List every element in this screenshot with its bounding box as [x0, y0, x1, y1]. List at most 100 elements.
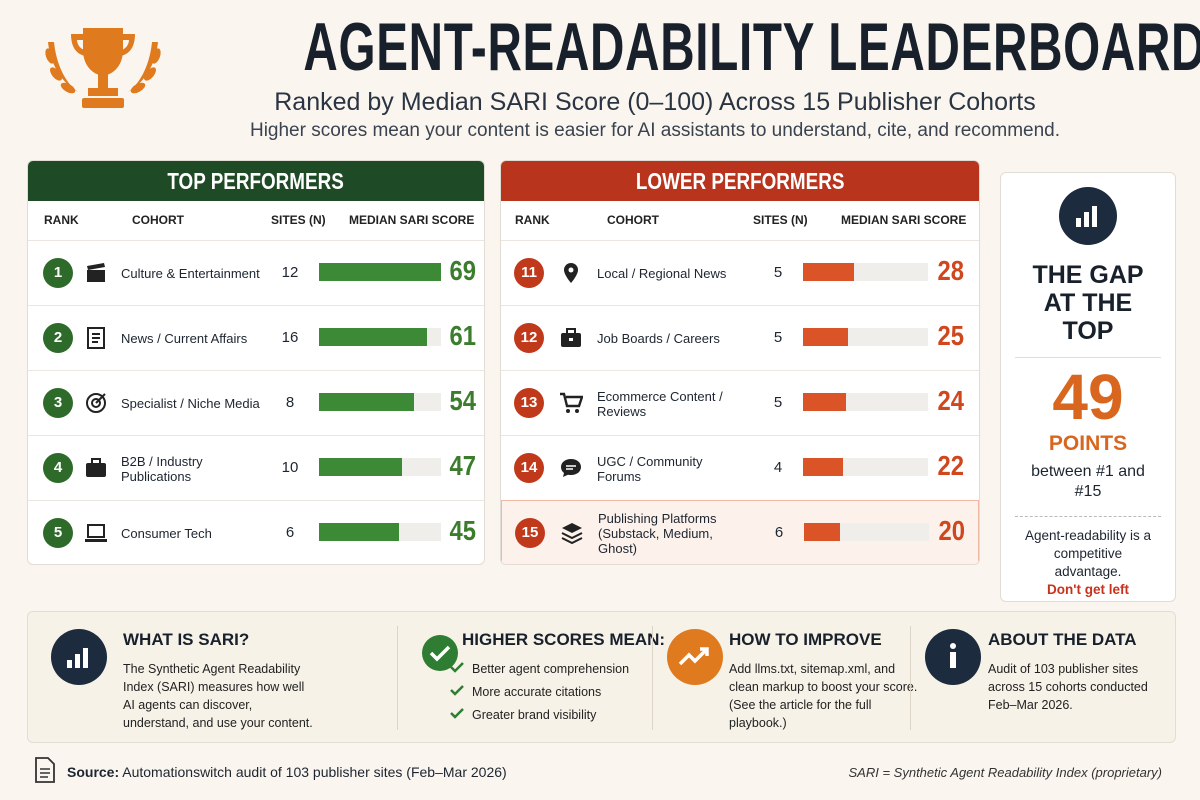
divider	[397, 626, 398, 730]
sites: 8	[285, 394, 295, 411]
row: 2 News / Current Affairs 16 61	[28, 305, 484, 370]
cohort-name: Publishing Platforms	[598, 511, 717, 526]
row: 11 Local / Regional News 5 28	[501, 240, 979, 305]
check	[450, 708, 464, 719]
cohort-note: (Substack, Medium, Ghost)	[598, 526, 713, 556]
panel-heading: TOP PERFORMERS	[28, 161, 484, 201]
score: 47	[449, 450, 476, 481]
bar	[803, 328, 849, 346]
description: Higher scores mean your content is easie…	[249, 120, 1060, 141]
cohort-icon	[564, 263, 578, 283]
score: 22	[937, 450, 964, 481]
subtitle: Ranked by Median SARI Score (0–100) Acro…	[274, 88, 1036, 116]
info-icon	[51, 629, 107, 685]
row: 12 Job Boards / Careers 5 25	[501, 305, 979, 370]
info-box: ABOUT THE DATA Audit of 103 publisher sit…	[988, 630, 1175, 714]
source: Source: Automationswitch audit of 103 pu…	[67, 764, 507, 780]
info-title: HOW TO IMPROVE	[729, 630, 882, 649]
column-header: MEDIAN SARI SCORE	[841, 213, 967, 227]
gap-panel: THE GAP AT THE TOP 49 POINTS between #1 …	[1000, 172, 1176, 602]
cohort-name: Consumer Tech	[121, 526, 212, 541]
bar-track	[804, 523, 929, 541]
info-icon	[925, 629, 981, 685]
score: 54	[449, 385, 476, 416]
column-header: RANK	[44, 213, 79, 227]
panel-heading: LOWER PERFORMERS	[501, 161, 979, 201]
cohort-cell: Specialist / Niche Media	[121, 371, 271, 436]
info-item: More accurate citations	[450, 683, 650, 701]
rank-badge: 12	[514, 323, 544, 353]
bar	[319, 393, 415, 411]
bar	[803, 263, 854, 281]
column-header: SITES (N)	[271, 213, 326, 227]
sites: 6	[285, 524, 295, 541]
column-header: COHORT	[607, 213, 659, 227]
sites: 5	[773, 394, 783, 411]
info-box: WHAT IS SARI? The Synthetic Agent Readabi…	[123, 630, 313, 732]
panel-heading-text: TOP PERFORMERS	[167, 168, 345, 194]
check	[450, 685, 464, 696]
cohort-icon	[561, 523, 583, 545]
sites: 16	[281, 329, 299, 346]
top-panel: TOP PERFORMERS RANK COHORT SITES (N) MEDIAN…	[27, 160, 485, 565]
gap-text: between #1 and #15	[1031, 463, 1145, 500]
score: 28	[937, 255, 964, 286]
bar	[319, 458, 403, 476]
info-title: WHAT IS SARI?	[123, 630, 250, 649]
rank-badge: 4	[43, 453, 73, 483]
row: 14 UGC / Community Forums 4 22	[501, 435, 979, 500]
cohort-name: Specialist / Niche Media	[121, 396, 260, 411]
bar	[319, 523, 399, 541]
cohort-icon	[560, 392, 583, 413]
column-header: COHORT	[132, 213, 184, 227]
divider	[910, 626, 911, 730]
column-header: MEDIAN SARI SCORE	[349, 213, 475, 227]
info-item: Better agent comprehension	[450, 660, 650, 678]
sites: 5	[773, 264, 783, 281]
cohort-name: Culture & Entertainment	[121, 266, 260, 281]
rank-badge: 2	[43, 323, 73, 353]
score: 20	[938, 515, 965, 546]
gap-cta: Don't get left behind.	[1047, 582, 1129, 601]
score: 69	[449, 255, 476, 286]
row: 1 Culture & Entertainment 12 69	[28, 240, 484, 305]
bar	[803, 458, 843, 476]
info-body: Audit of 103 publisher sites across 15 c…	[988, 662, 1148, 712]
cohort-cell: B2B / Industry Publications	[121, 436, 271, 501]
cohort-cell: Job Boards / Careers	[597, 306, 747, 371]
source-label: Source:	[67, 764, 120, 780]
info-item: Greater brand visibility	[450, 706, 650, 724]
cohort-cell: Culture & Entertainment	[121, 241, 271, 306]
bar-track	[803, 263, 928, 281]
info-item-text: Better agent comprehension	[472, 662, 630, 676]
bar	[804, 523, 841, 541]
cohort-name: Ecommerce Content / Reviews	[597, 388, 723, 419]
cohort-cell: Consumer Tech	[121, 501, 271, 564]
rank-badge: 15	[515, 518, 545, 548]
cohort-cell: Local / Regional News	[597, 241, 747, 306]
panel-heading-text: LOWER PERFORMERS	[635, 168, 845, 194]
cohort-cell: News / Current Affairs	[121, 306, 271, 371]
gap-unit: POINTS	[1048, 432, 1128, 455]
cohort-cell: Publishing Platforms (Substack, Medium, G…	[598, 501, 748, 564]
bar-track	[319, 263, 441, 281]
bar	[319, 328, 427, 346]
cohort-icon	[86, 458, 106, 477]
column-header: SITES (N)	[753, 213, 808, 227]
info-icon	[667, 629, 723, 685]
score: 61	[449, 320, 476, 351]
cohort-icon	[85, 524, 107, 542]
bar	[803, 393, 847, 411]
cohort-icon	[561, 459, 581, 477]
row: 4 B2B / Industry Publications 10 47	[28, 435, 484, 500]
info-item-text: Greater brand visibility	[472, 708, 597, 722]
gap-note: Agent-readability is a competitive advan…	[1024, 528, 1152, 579]
title: AGENT-READABILITY LEADERBOARD	[303, 9, 1200, 85]
footnote: SARI = Synthetic Agent Readability Index…	[848, 765, 1162, 780]
cohort-icon	[86, 393, 106, 413]
info-box: HOW TO IMPROVE Add llms.txt, sitemap.xml,…	[729, 630, 919, 732]
bar	[319, 263, 441, 281]
row: 3 Specialist / Niche Media 8 54	[28, 370, 484, 435]
bar-track	[319, 523, 441, 541]
